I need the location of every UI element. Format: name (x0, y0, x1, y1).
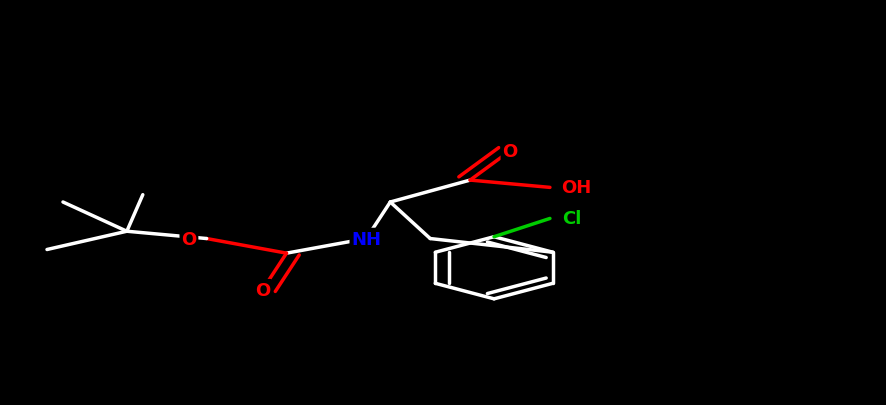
Text: Cl: Cl (562, 210, 581, 228)
Text: O: O (254, 281, 270, 299)
Text: NH: NH (351, 230, 381, 248)
Text: O: O (181, 230, 197, 248)
Text: OH: OH (561, 179, 591, 197)
Text: O: O (501, 143, 517, 160)
